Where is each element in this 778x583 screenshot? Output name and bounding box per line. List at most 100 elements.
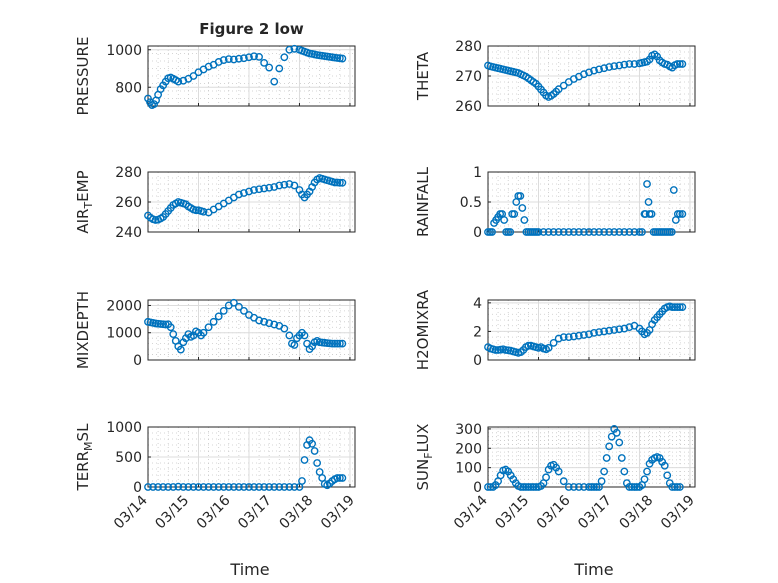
y-tick-label: 280	[115, 165, 142, 181]
data-point	[559, 228, 568, 236]
data-point	[630, 60, 639, 68]
data-point	[285, 180, 294, 188]
subplot-airtemp: 240 260 280 AIRTEMP	[74, 165, 356, 241]
data-point	[280, 53, 289, 62]
x-tick-label: 03/14	[111, 492, 151, 532]
data-point	[484, 483, 492, 491]
data-point	[630, 228, 639, 236]
data-point	[250, 483, 258, 491]
data-point	[625, 323, 634, 332]
data-point	[670, 483, 679, 491]
data-point	[169, 330, 178, 338]
y-axis-label: THETA	[414, 51, 432, 101]
data-point	[544, 228, 553, 236]
data-point	[250, 52, 258, 61]
data-point	[338, 178, 347, 187]
data-point	[333, 474, 342, 482]
data-point	[300, 331, 309, 340]
data-point	[313, 459, 322, 467]
data-point	[184, 483, 193, 491]
data-point	[668, 483, 677, 491]
data-point	[675, 303, 684, 312]
data-point	[610, 62, 619, 70]
data-point	[308, 439, 316, 448]
y-tick-label: 100	[455, 461, 482, 477]
data-point	[600, 327, 609, 336]
data-point	[544, 343, 553, 352]
y-tick-label: 280	[455, 39, 482, 55]
data-point	[204, 483, 213, 491]
data-point	[229, 55, 238, 64]
data-point	[668, 303, 677, 312]
data-point	[580, 228, 588, 236]
data-point	[270, 320, 279, 329]
data-point	[660, 461, 669, 470]
y-tick-label: 0	[133, 353, 142, 369]
data-point	[164, 483, 173, 491]
data-point	[240, 307, 248, 315]
data-point	[290, 181, 299, 190]
data-point	[219, 483, 228, 491]
data-point	[620, 60, 629, 69]
data-point	[524, 483, 533, 491]
data-point	[524, 341, 533, 350]
data-point	[154, 483, 163, 491]
x-tick-label: 03/17	[575, 493, 615, 533]
data-point	[615, 61, 624, 70]
data-point	[516, 192, 525, 200]
data-point	[597, 477, 606, 486]
data-point	[335, 339, 344, 348]
data-point	[521, 483, 530, 491]
data-point	[673, 303, 682, 312]
data-point	[189, 72, 198, 80]
y-tick-label: 500	[115, 450, 142, 466]
y-axis-label: MIXDEPTH	[74, 291, 92, 369]
data-point	[280, 180, 289, 189]
data-point	[559, 81, 568, 90]
data-point	[245, 53, 253, 62]
data-point	[300, 456, 309, 464]
data-point	[569, 483, 578, 491]
data-point	[229, 483, 238, 491]
data-point	[678, 210, 687, 218]
subplot-sunflux: 0 100 200 300 03/14 03/15 03/16 03/17 03/18 03/19…	[414, 422, 698, 532]
y-tick-label: 0	[473, 353, 482, 369]
data-point	[280, 324, 289, 333]
data-point	[564, 228, 573, 236]
data-point	[585, 228, 593, 236]
data-point	[519, 483, 528, 491]
axes-frame	[487, 299, 696, 361]
x-tick-label: 03/16	[194, 492, 234, 532]
data-point	[219, 307, 228, 315]
x-axis-label-left: Time	[229, 560, 269, 579]
data-point	[644, 198, 653, 206]
data-point	[612, 428, 621, 437]
data-point	[149, 483, 157, 491]
data-point	[179, 76, 188, 85]
x-tick-label: 03/19	[318, 493, 358, 533]
data-point	[605, 228, 614, 236]
data-point	[265, 183, 274, 192]
subplot-theta: 260 270 280 THETA	[414, 39, 696, 115]
data-point	[564, 333, 573, 342]
data-point	[285, 483, 294, 491]
data-point	[559, 477, 568, 486]
axes-frame	[147, 45, 356, 107]
data-point	[678, 60, 687, 68]
data-point	[280, 483, 289, 491]
data-point	[600, 467, 609, 476]
data-point	[667, 228, 676, 236]
data-point	[554, 228, 563, 236]
data-point	[275, 483, 284, 491]
data-point	[635, 228, 644, 236]
data-point	[245, 187, 253, 196]
subplot-h2omixra: 0 2 4 H2OMIXRA	[414, 289, 696, 370]
data-point	[265, 483, 274, 491]
data-point	[554, 85, 563, 94]
data-point	[491, 346, 500, 354]
data-point	[605, 442, 614, 451]
data-point	[270, 483, 279, 491]
x-tick-label: 03/14	[451, 492, 491, 532]
data-point	[549, 338, 558, 347]
x-tick-label: 03/15	[492, 493, 532, 533]
